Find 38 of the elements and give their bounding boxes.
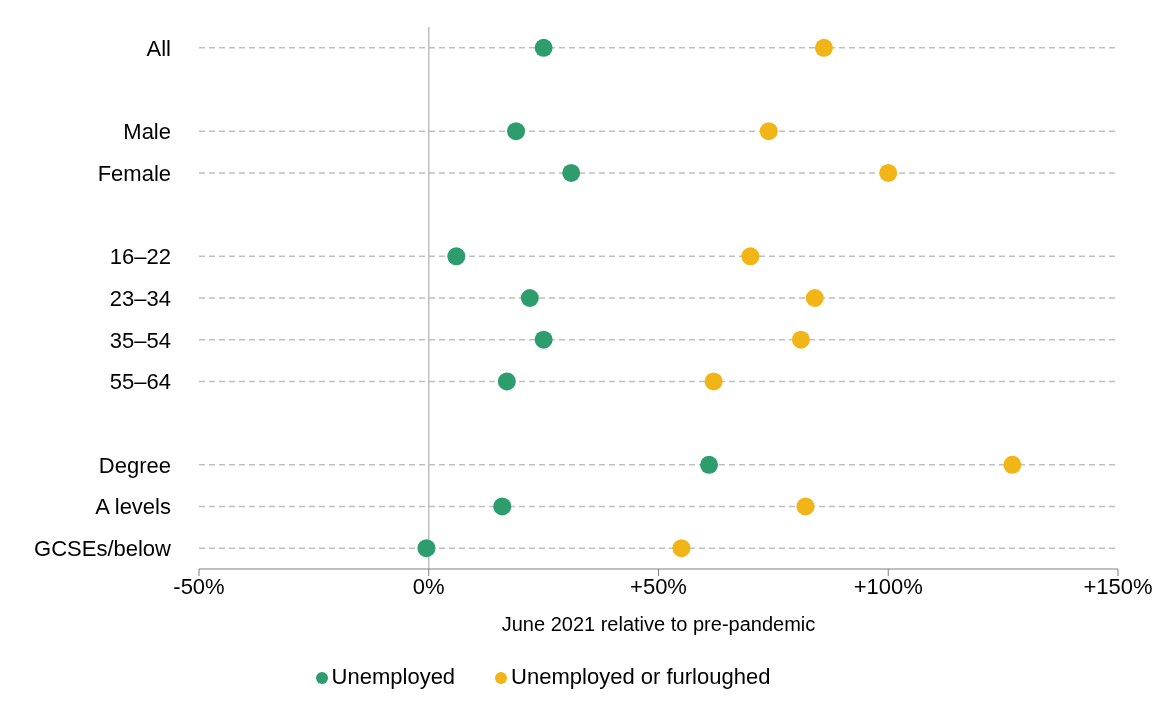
y-tick-label: A levels xyxy=(95,494,171,520)
y-tick-label: 35–54 xyxy=(109,327,171,353)
point xyxy=(493,497,512,516)
x-tick-label: +100% xyxy=(853,573,923,599)
x-tick-label: -50% xyxy=(173,573,225,599)
point xyxy=(447,247,466,266)
point xyxy=(534,38,553,57)
x-tick-label: +50% xyxy=(630,573,687,599)
point xyxy=(814,38,833,57)
y-tick-label: 16–22 xyxy=(109,244,171,270)
y-tick-label: GCSEs/below xyxy=(34,535,172,561)
point xyxy=(791,330,810,349)
point xyxy=(704,372,723,391)
y-tick-label: 23–34 xyxy=(109,285,171,311)
point xyxy=(879,163,898,182)
x-tick-label: 0% xyxy=(412,573,445,599)
point xyxy=(1003,455,1022,474)
point xyxy=(741,247,760,266)
point xyxy=(672,539,691,558)
point xyxy=(805,289,824,307)
y-tick-label: Male xyxy=(123,119,171,145)
y-tick-label: 55–64 xyxy=(109,369,171,395)
point xyxy=(417,539,436,558)
point xyxy=(759,122,778,141)
x-axis-title: June 2021 relative to pre-pandemic xyxy=(501,613,816,636)
legend-label: Unemployed or furloughed xyxy=(511,664,771,689)
point xyxy=(700,455,719,474)
point xyxy=(534,330,553,349)
point xyxy=(796,497,815,516)
point xyxy=(507,122,526,141)
point xyxy=(497,372,516,391)
y-tick-label: Female xyxy=(97,160,171,186)
point xyxy=(520,289,539,307)
point xyxy=(562,163,581,182)
y-tick-label: All xyxy=(146,35,171,61)
x-tick-label: +150% xyxy=(1083,573,1153,599)
y-tick-label: Degree xyxy=(98,452,171,478)
legend-label: Unemployed xyxy=(331,664,456,689)
